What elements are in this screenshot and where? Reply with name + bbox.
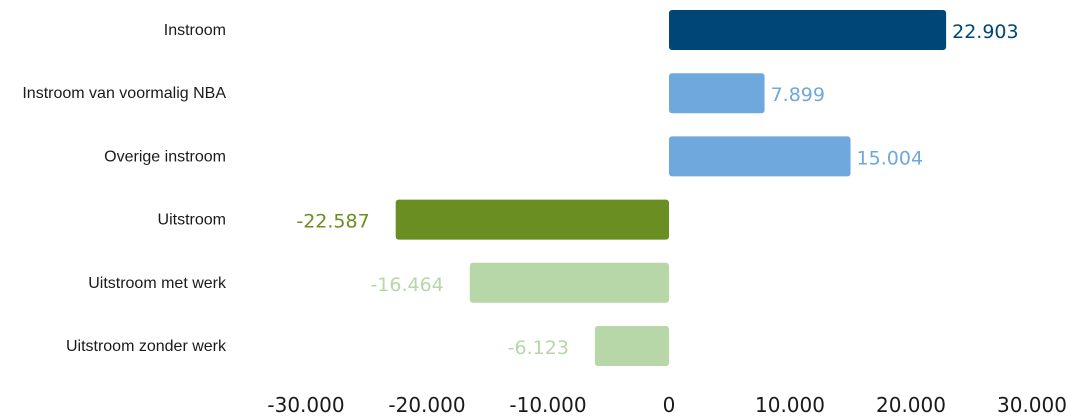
category-label-instroom-van-voormalig-nba: Instroom van voormalig NBA xyxy=(22,85,226,102)
category-label-uitstroom-met-werk: Uitstroom met werk xyxy=(88,275,227,292)
category-label-uitstroom-zonder-werk: Uitstroom zonder werk xyxy=(66,338,227,355)
x-tick-label: -30.000 xyxy=(267,393,344,417)
x-tick-label: 0 xyxy=(663,393,676,417)
bar-instroom-van-voormalig-nba xyxy=(669,73,765,114)
x-tick-label: -20.000 xyxy=(388,393,465,417)
bar-instroom xyxy=(669,10,947,50)
category-label-overige-instroom: Overige instroom xyxy=(104,148,226,165)
value-labels: 22.903 7.899 15.004 -22.587 -16.464 -6.123 xyxy=(296,21,1018,359)
value-label-uitstroom-zonder-werk: -6.123 xyxy=(508,337,569,359)
bars-group xyxy=(395,10,947,366)
bar-uitstroom-zonder-werk xyxy=(594,326,669,366)
bar-uitstroom xyxy=(395,199,669,240)
category-label-uitstroom: Uitstroom xyxy=(158,212,226,229)
value-label-uitstroom-met-werk: -16.464 xyxy=(370,274,443,296)
bar-overige-instroom xyxy=(669,136,851,177)
x-tick-label: 20.000 xyxy=(876,393,946,417)
x-tick-label: 10.000 xyxy=(755,393,825,417)
x-tick-label: -10.000 xyxy=(509,393,586,417)
x-tick-label: 30.000 xyxy=(997,393,1067,417)
value-label-instroom: 22.903 xyxy=(952,21,1018,43)
bar-uitstroom-met-werk xyxy=(469,262,669,303)
value-label-uitstroom: -22.587 xyxy=(296,211,369,233)
value-label-overige-instroom: 15.004 xyxy=(857,147,923,169)
x-axis-tick-labels: -30.000 -20.000 -10.000 0 10.000 20.000 30.000 xyxy=(267,393,1067,417)
value-label-instroom-van-voormalig-nba: 7.899 xyxy=(771,84,825,106)
category-labels: Instroom Instroom van voormalig NBA Overig… xyxy=(22,22,227,355)
category-label-instroom: Instroom xyxy=(164,22,226,39)
